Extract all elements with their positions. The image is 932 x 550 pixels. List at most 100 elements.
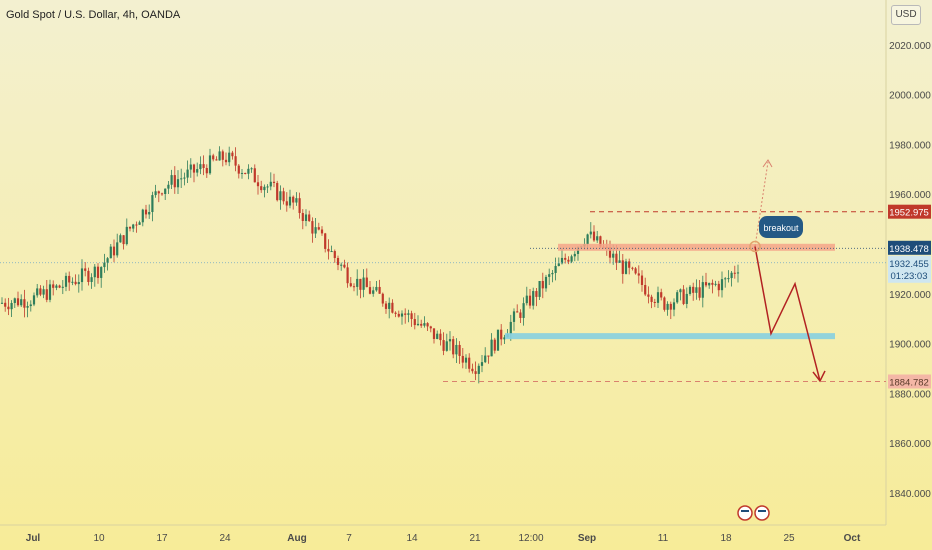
candle-body bbox=[599, 236, 602, 247]
candle-body bbox=[192, 164, 196, 173]
candle-body bbox=[343, 264, 346, 268]
candle-body bbox=[151, 195, 154, 212]
candle-body bbox=[496, 329, 500, 351]
candle-body bbox=[295, 198, 298, 203]
candle-body bbox=[656, 292, 660, 303]
candle-body bbox=[266, 186, 269, 188]
candle-body bbox=[176, 179, 180, 188]
us-flag-icon bbox=[758, 510, 766, 512]
candle-body bbox=[679, 289, 682, 293]
candle-body bbox=[592, 231, 596, 241]
candle-body bbox=[330, 251, 333, 253]
candle-body bbox=[452, 339, 455, 355]
candle-body bbox=[711, 282, 714, 285]
candle-body bbox=[375, 286, 378, 291]
candle-body bbox=[125, 226, 128, 245]
candle-body bbox=[368, 287, 372, 294]
time-axis[interactable]: Jul 10 17 24 Aug 7 14 21 12:00 Sep 11 18 25 Oct bbox=[26, 533, 861, 544]
candle-body bbox=[487, 355, 490, 357]
candle-body bbox=[20, 299, 23, 306]
candle-body bbox=[676, 292, 679, 303]
candle-body bbox=[378, 286, 381, 294]
candle-body bbox=[426, 323, 429, 327]
candle-body bbox=[381, 293, 384, 304]
candle-body bbox=[48, 284, 52, 300]
candle-body bbox=[458, 344, 461, 356]
candle-body bbox=[26, 306, 29, 308]
candle-body bbox=[16, 298, 20, 306]
candle-body bbox=[183, 177, 186, 179]
candle-body bbox=[455, 344, 458, 355]
candle-body bbox=[573, 253, 576, 257]
candle-body bbox=[544, 276, 548, 289]
candle-body bbox=[423, 323, 426, 326]
time-tick-label: 25 bbox=[783, 533, 795, 544]
projection-arrowhead bbox=[812, 370, 826, 383]
candle-body bbox=[71, 281, 74, 283]
candle-body bbox=[688, 286, 692, 294]
candle-body bbox=[324, 233, 327, 249]
candle-body bbox=[141, 209, 144, 223]
price-tick-label: 1900.000 bbox=[889, 340, 931, 351]
candle-body bbox=[45, 289, 48, 300]
candle-body bbox=[208, 155, 212, 174]
candle-body bbox=[279, 191, 282, 201]
candle-body bbox=[231, 152, 234, 157]
candle-body bbox=[519, 312, 522, 318]
candle-body bbox=[336, 257, 340, 265]
candle-body bbox=[714, 283, 717, 285]
candle-body bbox=[77, 282, 80, 285]
candle-body bbox=[672, 302, 676, 310]
candle-body bbox=[727, 278, 730, 280]
candle-body bbox=[154, 191, 157, 196]
candle-body bbox=[74, 281, 77, 285]
candle-body bbox=[7, 306, 10, 310]
candle-body bbox=[282, 191, 285, 202]
candle-body bbox=[29, 304, 32, 307]
candle-body bbox=[23, 299, 26, 308]
candle-body bbox=[320, 229, 324, 234]
candle-body bbox=[589, 231, 592, 235]
breakout-label: breakout bbox=[763, 223, 799, 233]
candle-body bbox=[464, 357, 468, 363]
candle-body bbox=[356, 278, 359, 287]
candle-body bbox=[717, 283, 720, 291]
candle-body bbox=[621, 260, 624, 274]
price-tick-label: 1980.000 bbox=[889, 140, 931, 151]
candle-body bbox=[205, 167, 208, 174]
candle-body bbox=[416, 323, 420, 326]
candle-body bbox=[333, 251, 336, 258]
candle-body bbox=[554, 265, 557, 273]
candle-body bbox=[477, 365, 480, 374]
candle-body bbox=[442, 340, 445, 351]
candle-body bbox=[90, 277, 93, 282]
current-price-tag-bg bbox=[888, 255, 931, 283]
currency-button[interactable]: USD bbox=[891, 5, 921, 25]
candle-body bbox=[244, 172, 247, 174]
price-axis[interactable]: 2020.000 2000.000 1980.000 1960.000 1920.000… bbox=[889, 41, 931, 500]
candle-body bbox=[106, 258, 109, 263]
candle-body bbox=[68, 275, 71, 283]
candle-body bbox=[532, 291, 535, 306]
time-tick-label: 12:00 bbox=[518, 533, 543, 544]
candle-body bbox=[13, 298, 16, 303]
candle-body bbox=[260, 186, 263, 191]
candle-body bbox=[365, 277, 368, 288]
candle-body bbox=[160, 193, 164, 195]
candle-body bbox=[410, 313, 413, 320]
candle-body bbox=[644, 284, 647, 295]
candle-body bbox=[269, 181, 272, 187]
candle-body bbox=[84, 268, 87, 271]
candle-body bbox=[436, 333, 439, 339]
symbol-title[interactable]: Gold Spot / U.S. Dollar, 4h, OANDA bbox=[6, 9, 181, 21]
time-tick-label: Sep bbox=[578, 533, 596, 544]
candle-body bbox=[720, 279, 724, 291]
candle-body bbox=[701, 282, 704, 298]
candle-body bbox=[308, 214, 311, 222]
price-tick-label: 1920.000 bbox=[889, 290, 931, 301]
candle-body bbox=[218, 151, 221, 161]
projection-path bbox=[754, 246, 821, 382]
us-flag-icon bbox=[741, 510, 749, 512]
